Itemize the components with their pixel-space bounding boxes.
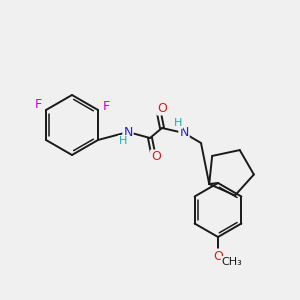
- Text: O: O: [213, 250, 223, 262]
- Text: N: N: [123, 125, 133, 139]
- Text: F: F: [34, 98, 42, 112]
- Text: H: H: [119, 136, 127, 146]
- Text: N: N: [179, 127, 189, 140]
- Text: H: H: [174, 118, 182, 128]
- Text: O: O: [151, 151, 161, 164]
- Text: CH₃: CH₃: [222, 257, 242, 267]
- Text: F: F: [102, 100, 110, 112]
- Text: O: O: [157, 101, 167, 115]
